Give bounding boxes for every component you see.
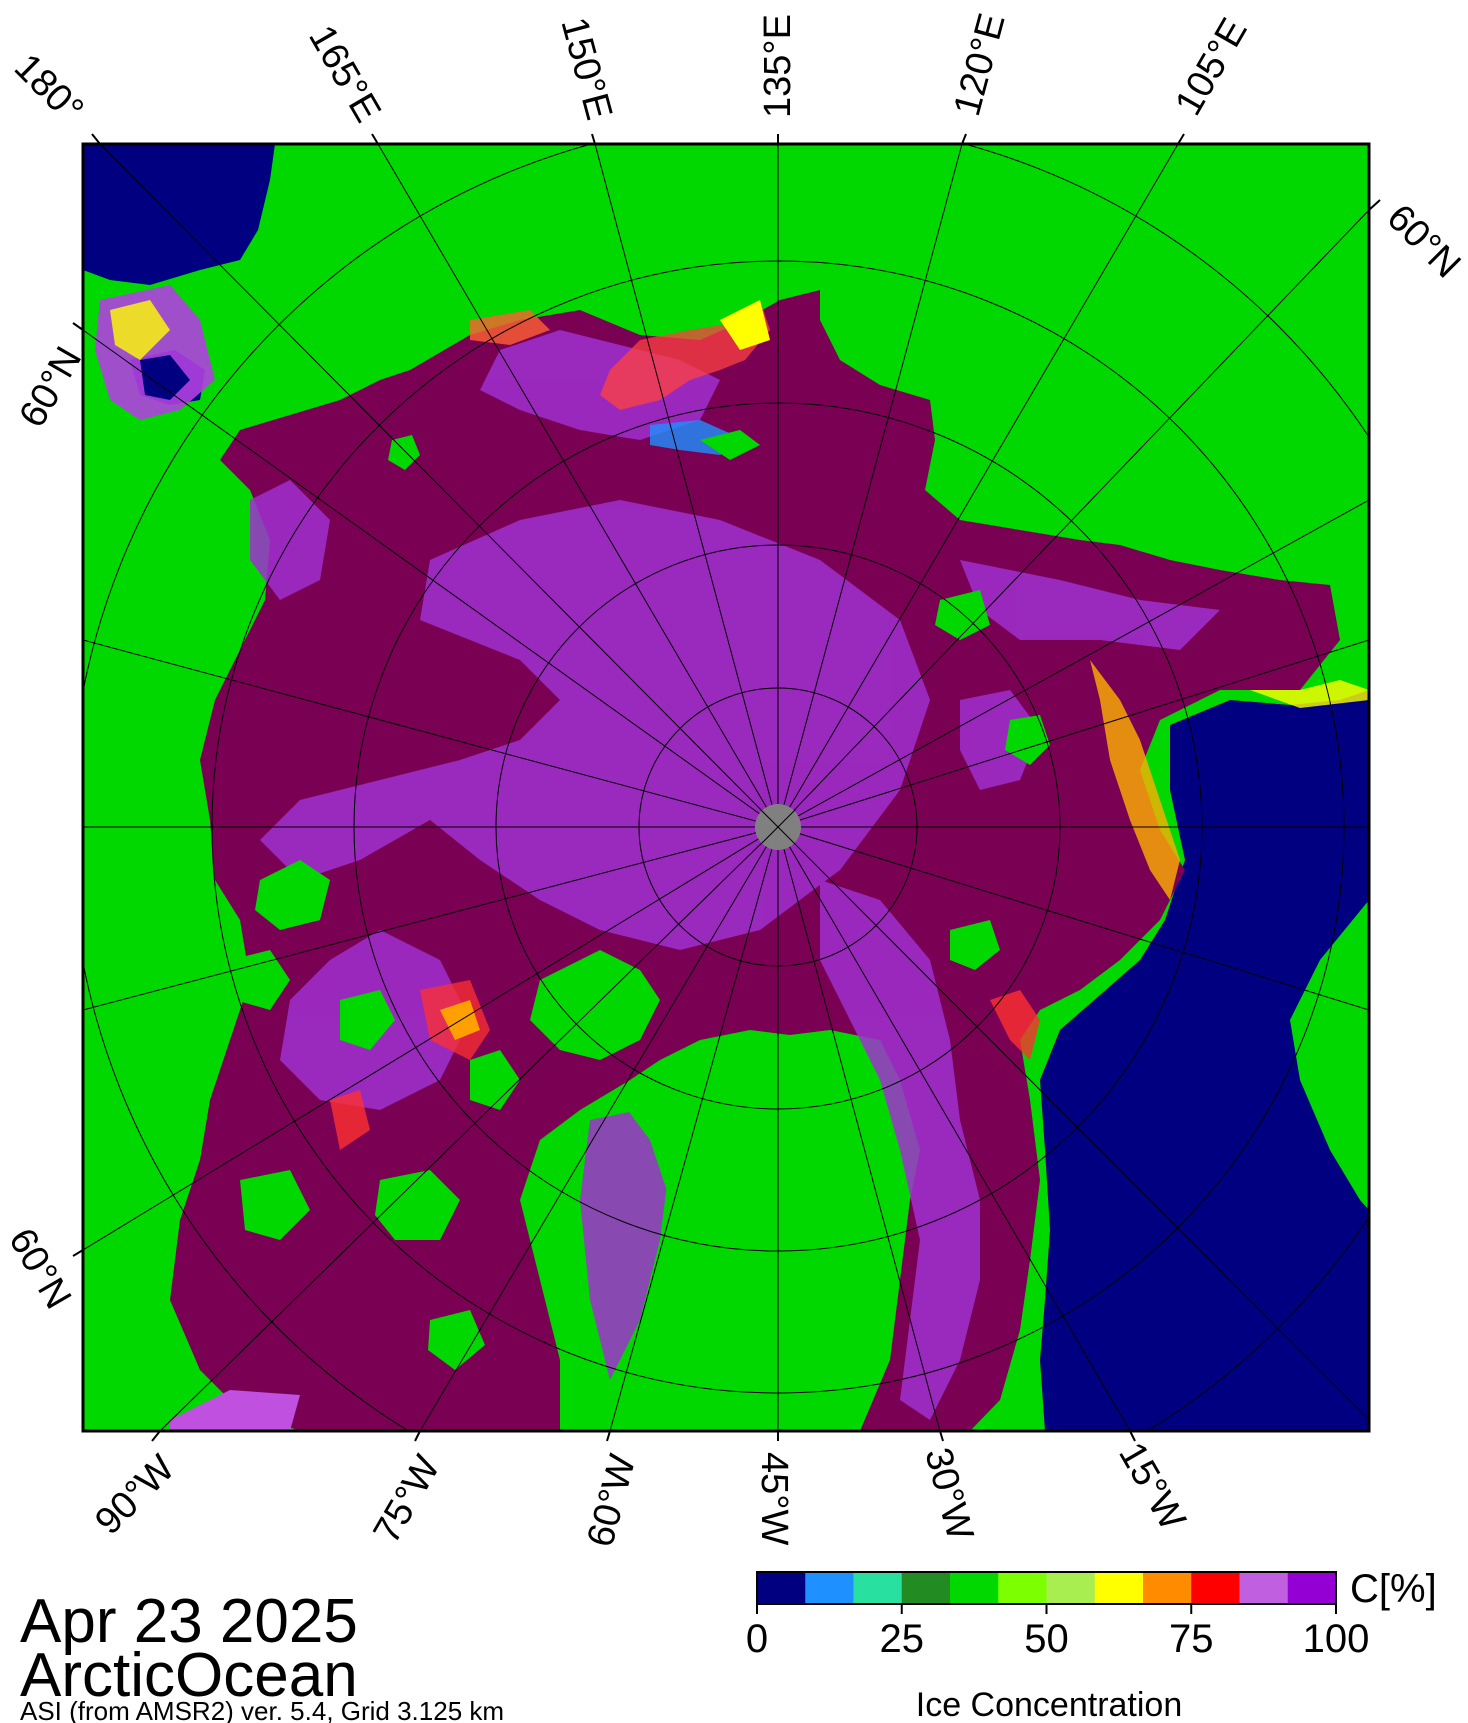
colorbar-tick-label: 100 [1303,1617,1370,1661]
frame-ticks [72,133,1381,1442]
label-lon-45w: 45°W [753,1452,795,1545]
source-caption: ASI (from AMSR2) ver. 5.4, Grid 3.125 km [20,1696,504,1723]
colorbar-tick-label: 0 [746,1617,768,1661]
colorbar-swatch [1287,1572,1337,1604]
colorbar-swatch [1046,1572,1096,1604]
label-lon-120e: 120°E [946,9,1013,120]
colorbar-swatch [901,1572,951,1604]
ocean-bering [83,144,275,285]
colorbar-swatch [1094,1572,1144,1604]
greenland [620,1040,900,1431]
label-lon-60w: 60°W [579,1450,644,1551]
label-lon-135e: 135°E [757,14,799,118]
colorbar-swatch [1143,1572,1192,1604]
label-lon-90w: 90°W [87,1447,183,1543]
marginal-ice-zone [95,285,1369,1431]
date-title: Apr 23 2025 [20,1587,358,1656]
colorbar-tick-label: 25 [880,1617,925,1661]
label-lon-75w: 75°W [366,1449,449,1551]
colorbar: 0 25 50 75 100 [746,1571,1370,1661]
colorbar-swatch [998,1572,1047,1604]
colorbar-swatch [950,1572,999,1604]
colorbar-title: Ice Concentration [916,1686,1183,1723]
colorbar-swatch [1191,1572,1240,1604]
bottom-longitude-labels: 90°W 75°W 60°W 45°W 30°W 15°W [87,1436,1193,1552]
map-panel [83,144,1369,1431]
label-lat-top-right: 60°N [1379,197,1468,287]
colorbar-swatch [757,1572,806,1604]
region-title: ArcticOcean [20,1641,358,1710]
label-lon-165e: 165°E [300,18,388,129]
colorbar-swatch [853,1572,903,1604]
colorbar-tick-label: 50 [1024,1617,1069,1661]
top-longitude-labels: 180° 165°E 150°E 135°E 120°E 105°E [6,9,1256,131]
label-lon-30w: 30°W [916,1443,981,1544]
label-lon-15w: 15°W [1110,1436,1193,1538]
colorbar-tick-label: 75 [1169,1617,1214,1661]
ocean-atlantic [1040,690,1369,1431]
colorbar-swatch [1239,1572,1289,1604]
land-scandinavia [1290,900,1369,1210]
label-lat-left-upper: 60°N [11,340,90,435]
map-frame [81,142,1371,1433]
colorbar-unit: C[%] [1350,1567,1437,1611]
islands [230,435,1050,1370]
label-lon-180: 180° [6,46,91,131]
colorbar-swatch [805,1572,854,1604]
graticule [83,144,1369,1431]
label-lon-150e: 150°E [552,13,619,124]
label-lon-105e: 105°E [1167,11,1255,122]
label-lat-left-lower: 60°N [0,1222,79,1317]
